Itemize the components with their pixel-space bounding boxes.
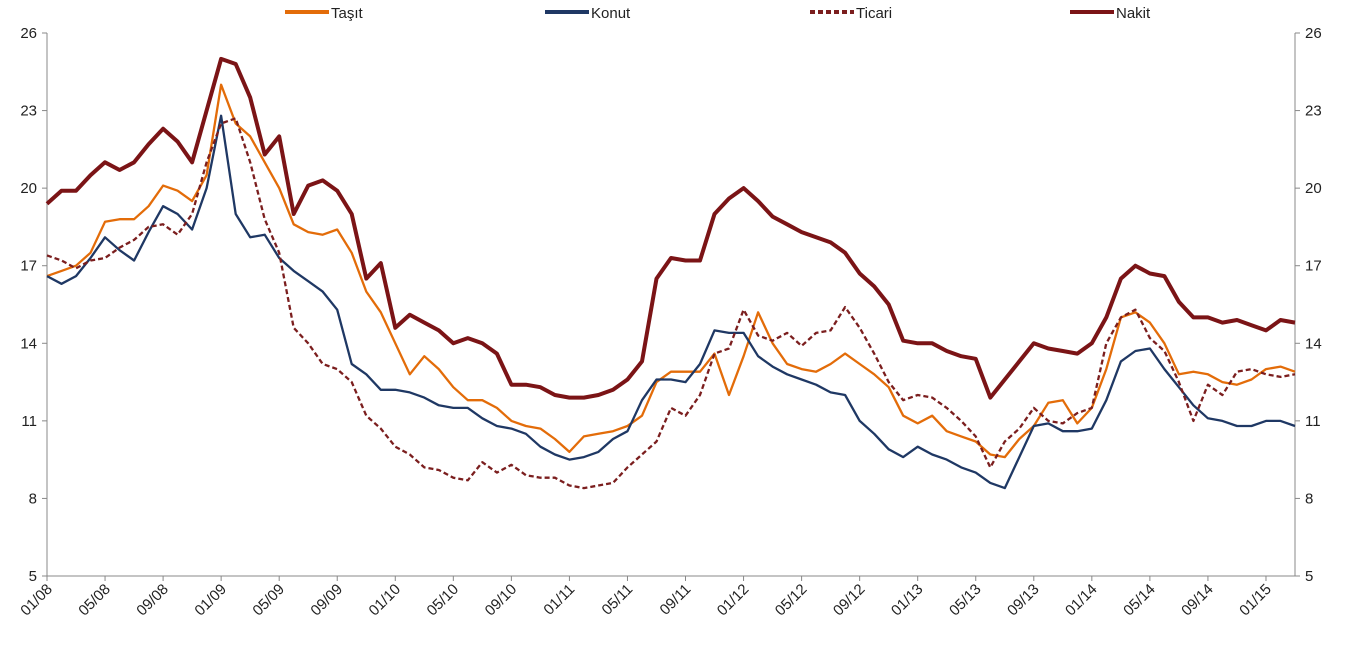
legend-label: Taşıt xyxy=(331,5,364,22)
x-tick-label: 01/11 xyxy=(540,581,578,619)
x-tick-label: 09/09 xyxy=(307,581,346,620)
x-tick-label: 01/12 xyxy=(714,581,753,620)
x-tick-label: 01/13 xyxy=(888,581,927,620)
y-tick-label: 17 xyxy=(20,258,37,275)
y-tick-label: 14 xyxy=(20,335,37,352)
y2-tick-label: 26 xyxy=(1305,25,1322,42)
series-line xyxy=(46,83,1296,459)
legend-label: Konut xyxy=(591,5,631,22)
y-tick-label: 5 xyxy=(29,568,37,585)
y-tick-label: 23 xyxy=(20,103,37,120)
x-tick-label: 09/08 xyxy=(133,581,172,620)
y2-tick-label: 14 xyxy=(1305,335,1322,352)
y2-tick-label: 8 xyxy=(1305,490,1313,507)
x-tick-label: 09/13 xyxy=(1004,581,1043,620)
y2-tick-label: 20 xyxy=(1305,180,1322,197)
y2-tick-label: 23 xyxy=(1305,103,1322,120)
x-tick-label: 01/10 xyxy=(366,581,405,620)
x-tick-label: 01/15 xyxy=(1236,581,1275,620)
x-tick-label: 09/10 xyxy=(482,581,521,620)
x-tick-label: 01/14 xyxy=(1062,581,1101,620)
y-tick-label: 20 xyxy=(20,180,37,197)
x-tick-label: 09/11 xyxy=(657,581,695,619)
y-tick-label: 8 xyxy=(29,490,37,507)
x-tick-label: 05/10 xyxy=(424,581,463,620)
series-line xyxy=(46,117,1296,490)
x-tick-label: 01/08 xyxy=(17,581,56,620)
x-tick-label: 05/12 xyxy=(772,581,811,620)
x-tick-label: 01/09 xyxy=(191,581,230,620)
x-tick-label: 05/08 xyxy=(75,581,114,620)
x-tick-label: 05/09 xyxy=(249,581,288,620)
y-tick-label: 26 xyxy=(20,25,37,42)
x-tick-label: 05/14 xyxy=(1120,581,1159,620)
series-line xyxy=(45,56,1296,400)
x-tick-label: 05/13 xyxy=(946,581,985,620)
legend-label: Ticari xyxy=(856,5,892,22)
x-tick-label: 05/11 xyxy=(599,581,637,619)
x-tick-label: 09/14 xyxy=(1178,581,1217,620)
y2-tick-label: 5 xyxy=(1305,568,1313,585)
y-tick-label: 11 xyxy=(21,413,37,430)
y2-tick-label: 11 xyxy=(1305,413,1321,430)
legend-label: Nakit xyxy=(1116,5,1151,22)
y2-tick-label: 17 xyxy=(1305,258,1322,275)
x-tick-label: 09/12 xyxy=(830,581,869,620)
series-line xyxy=(46,114,1296,490)
